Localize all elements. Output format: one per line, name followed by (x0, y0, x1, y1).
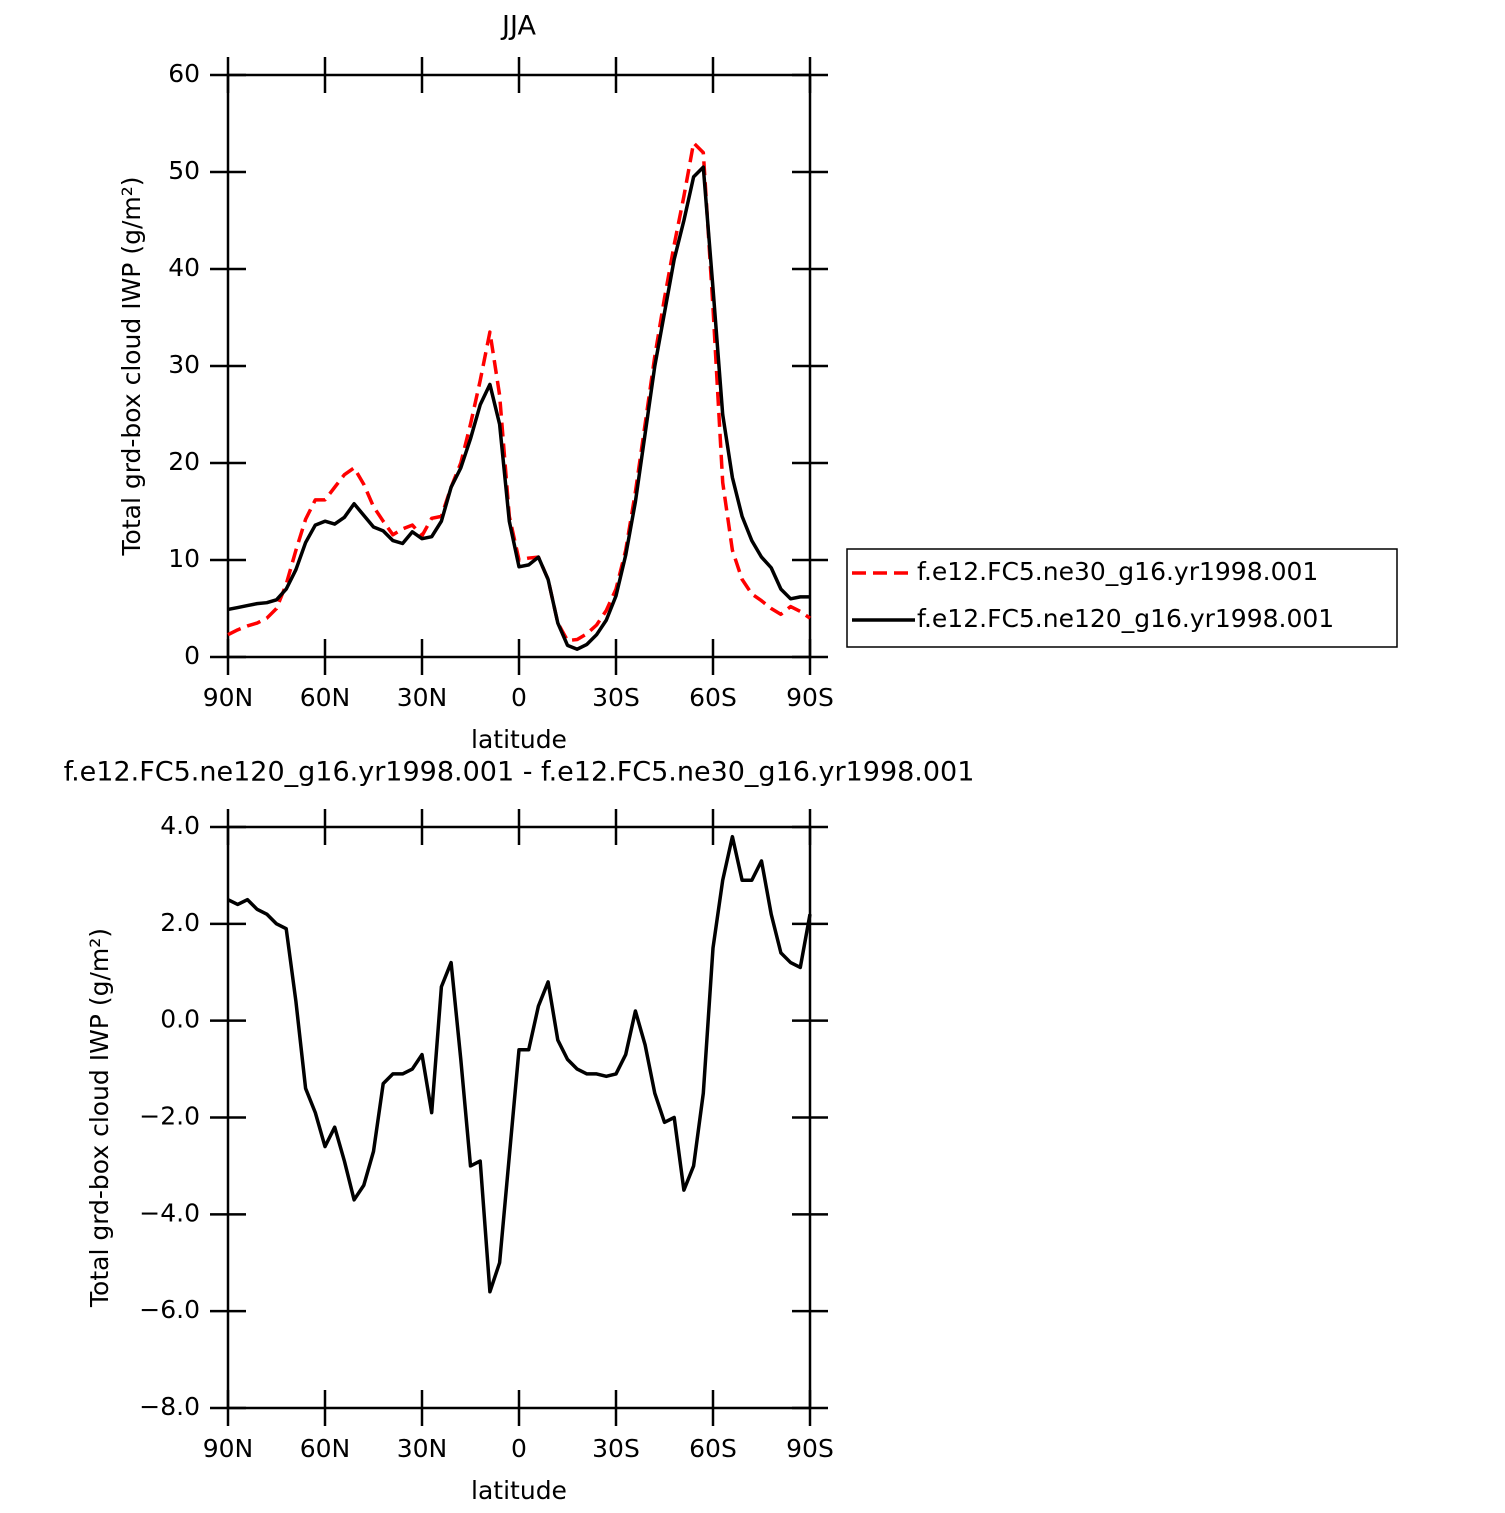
x-tick-label: 60N (300, 1434, 351, 1463)
y-tick-label: 50 (168, 156, 200, 185)
y-tick-label: 0.0 (160, 1005, 200, 1034)
data-line (227, 165, 810, 651)
x-axis-label: latitude (471, 1476, 567, 1505)
x-tick-label: 30N (397, 1434, 448, 1463)
y-tick-label: 0 (184, 641, 200, 670)
chart-title: f.e12.FC5.ne120_g16.yr1998.001 - f.e12.F… (64, 757, 975, 788)
x-tick-label: 0 (511, 683, 527, 712)
y-tick-label: 20 (168, 447, 200, 476)
y-tick-label: −6.0 (139, 1295, 200, 1324)
y-tick-label: −8.0 (139, 1392, 200, 1421)
y-tick-label: 10 (168, 544, 200, 573)
y-axis-label: Total grd-box cloud IWP (g/m²) (117, 176, 146, 556)
x-tick-label: 90S (786, 683, 834, 712)
legend-label: f.e12.FC5.ne120_g16.yr1998.001 (917, 604, 1334, 633)
x-tick-label: 30N (397, 683, 448, 712)
chart-title: JJA (500, 11, 536, 42)
y-tick-label: −4.0 (139, 1198, 200, 1227)
x-tick-label: 30S (592, 683, 640, 712)
y-tick-label: 4.0 (160, 811, 200, 840)
plot-frame (226, 825, 812, 1410)
x-tick-label: 60S (689, 1434, 737, 1463)
y-axis-label: Total grd-box cloud IWP (g/m²) (85, 928, 114, 1308)
x-tick-label: 0 (511, 1434, 527, 1463)
x-tick-label: 30S (592, 1434, 640, 1463)
y-tick-label: −2.0 (139, 1102, 200, 1131)
data-line (227, 834, 812, 1294)
legend-label: f.e12.FC5.ne30_g16.yr1998.001 (917, 557, 1318, 586)
y-tick-label: 60 (168, 59, 200, 88)
x-tick-label: 60S (689, 683, 737, 712)
x-axis-label: latitude (471, 725, 567, 754)
plot-frame (226, 73, 812, 659)
x-tick-label: 60N (300, 683, 351, 712)
legend-box (846, 548, 1398, 648)
x-tick-label: 90N (203, 1434, 254, 1463)
y-tick-label: 30 (168, 350, 200, 379)
y-tick-label: 2.0 (160, 908, 200, 937)
x-tick-label: 90N (203, 683, 254, 712)
y-tick-label: 40 (168, 253, 200, 282)
x-tick-label: 90S (786, 1434, 834, 1463)
